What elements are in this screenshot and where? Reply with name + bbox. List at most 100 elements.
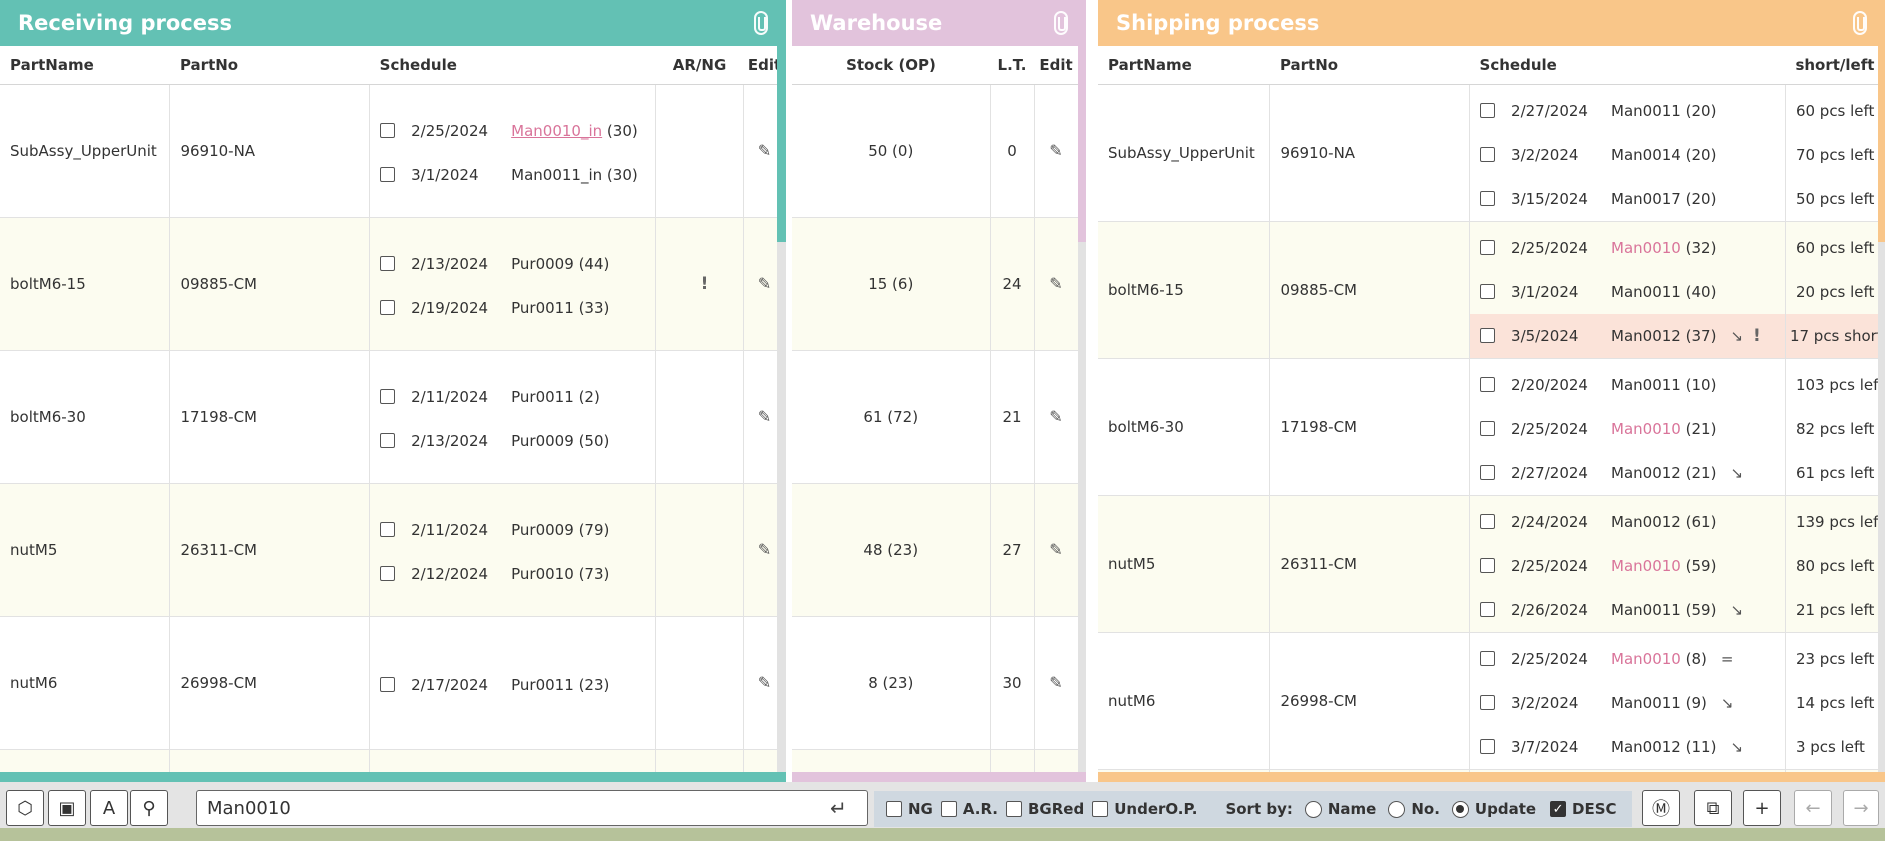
order-link[interactable]: Pur0009 (44) (511, 255, 609, 273)
schedule-checkbox[interactable] (380, 300, 396, 315)
letter-a-button[interactable]: A (90, 790, 128, 826)
order-link[interactable]: Man0014 (20) (1611, 146, 1716, 164)
order-link[interactable]: Man0010 (59) (1611, 557, 1716, 575)
search-button[interactable]: ⚲ (130, 790, 168, 826)
column-header-partno[interactable]: PartNo (1269, 46, 1470, 85)
schedule-checkbox[interactable] (1480, 377, 1496, 392)
sort-radio-name[interactable] (1304, 800, 1322, 818)
schedule-checkbox[interactable] (1480, 328, 1496, 343)
enter-icon[interactable]: ↵ (830, 796, 847, 820)
order-link[interactable]: Man0011 (59) (1611, 601, 1716, 619)
schedule-checkbox[interactable] (380, 389, 396, 404)
column-header-partname[interactable]: PartName (1098, 46, 1270, 85)
order-link[interactable]: Pur0009 (79) (511, 521, 609, 539)
edit-pencil-icon[interactable]: ✎ (1049, 407, 1063, 426)
filter-checkbox-underop[interactable] (1092, 801, 1109, 817)
receiving-scrollbar-thumb[interactable] (777, 46, 786, 242)
sort-radio-update[interactable] (1451, 800, 1469, 818)
column-header-ar-ng[interactable]: AR/NG (655, 46, 744, 85)
schedule-checkbox[interactable] (380, 566, 396, 581)
column-header-stock-op-[interactable]: Stock (OP) (792, 46, 990, 85)
order-link[interactable]: Man0011_in (30) (511, 166, 638, 184)
schedule-checkbox[interactable] (1480, 284, 1496, 299)
schedule-checkbox[interactable] (380, 123, 396, 138)
schedule-checkbox[interactable] (380, 433, 396, 448)
edit-pencil-icon[interactable]: ✎ (1049, 141, 1063, 160)
order-link[interactable]: Man0012 (11) (1611, 738, 1716, 756)
schedule-checkbox[interactable] (380, 256, 396, 271)
order-link[interactable]: Pur0011 (33) (511, 299, 609, 317)
schedule-checkbox[interactable] (1480, 602, 1496, 617)
shipping-scrollbar-track[interactable] (1878, 46, 1885, 782)
paperclip-icon[interactable] (754, 11, 768, 35)
schedule-checkbox[interactable] (1480, 421, 1496, 436)
column-header-partname[interactable]: PartName (0, 46, 170, 85)
box-button[interactable]: ⬡ (6, 790, 44, 826)
order-link[interactable]: Man0011 (20) (1611, 102, 1716, 120)
search-input[interactable] (196, 790, 868, 826)
column-header-schedule[interactable]: Schedule (1469, 46, 1786, 85)
schedule-line: 2/25/2024 Man0010 (59) (1480, 544, 1784, 588)
back-arrow-icon: ← (1805, 797, 1821, 819)
filter-checkbox-ng[interactable] (886, 801, 902, 817)
schedule-checkbox[interactable] (380, 167, 396, 182)
order-link[interactable]: Man0010 (8) (1611, 650, 1707, 668)
order-link[interactable]: Man0012 (21) (1611, 464, 1716, 482)
schedule-checkbox[interactable] (1480, 240, 1496, 255)
forward-arrow-button[interactable]: → (1843, 790, 1879, 826)
edit-pencil-icon[interactable]: ✎ (1049, 274, 1063, 293)
order-link[interactable]: Pur0011 (2) (511, 388, 600, 406)
back-arrow-button[interactable]: ← (1794, 790, 1832, 826)
order-link[interactable]: Man0010 (32) (1611, 239, 1716, 257)
add-button[interactable]: + (1743, 790, 1781, 826)
warehouse-scrollbar-track[interactable] (1078, 46, 1086, 782)
inbox-button[interactable]: ▣ (48, 790, 86, 826)
paperclip-icon[interactable] (1054, 11, 1068, 35)
schedule-checkbox[interactable] (1480, 558, 1496, 573)
order-link[interactable]: Man0010 (21) (1611, 420, 1716, 438)
schedule-checkbox[interactable] (1480, 191, 1496, 206)
edit-pencil-icon[interactable]: ✎ (1049, 540, 1063, 559)
desc-checkbox[interactable]: ✓ (1550, 801, 1567, 817)
order-link[interactable]: Man0010_in (30) (511, 122, 638, 140)
warehouse-scrollbar-thumb[interactable] (1078, 46, 1086, 242)
sort-radio-no[interactable] (1388, 800, 1406, 818)
schedule-checkbox[interactable] (1480, 514, 1496, 529)
receiving-scrollbar-track[interactable] (777, 46, 786, 782)
column-header-partno[interactable]: PartNo (169, 46, 370, 85)
schedule-checkbox[interactable] (380, 677, 396, 692)
order-link[interactable]: Man0011 (10) (1611, 376, 1716, 394)
order-link[interactable]: Man0011 (9) (1611, 694, 1707, 712)
m-box-button[interactable]: Ⓜ (1642, 790, 1680, 826)
schedule-checkbox[interactable] (1480, 147, 1496, 162)
order-link[interactable]: Man0011 (40) (1611, 283, 1716, 301)
edit-pencil-icon[interactable]: ✎ (757, 141, 772, 160)
schedule-checkbox[interactable] (1480, 465, 1496, 480)
column-header-l-t-[interactable]: L.T. (990, 46, 1034, 85)
edit-pencil-icon[interactable]: ✎ (757, 673, 772, 692)
filter-checkbox-bgred[interactable] (1006, 801, 1022, 817)
order-link[interactable]: Man0012 (37) (1611, 327, 1716, 345)
filter-checkbox-ar[interactable] (940, 801, 957, 817)
schedule-checkbox[interactable] (1480, 103, 1496, 118)
order-link[interactable]: Pur0010 (73) (511, 565, 609, 583)
order-link[interactable]: Man0012 (61) (1611, 513, 1716, 531)
schedule-checkbox[interactable] (1480, 695, 1496, 710)
schedule-cell: 2/11/2024 Pur0011 (2) 2/13/2024 Pur0009 (50… (369, 350, 657, 484)
order-link[interactable]: Pur0009 (50) (511, 432, 609, 450)
edit-pencil-icon[interactable]: ✎ (757, 274, 772, 293)
column-header-schedule[interactable]: Schedule (369, 46, 656, 85)
edit-pencil-icon[interactable]: ✎ (757, 540, 772, 559)
schedule-checkbox[interactable] (1480, 651, 1496, 666)
paperclip-icon[interactable] (1853, 11, 1867, 35)
frame-button[interactable]: ⧉ (1694, 790, 1732, 826)
edit-pencil-icon[interactable]: ✎ (1049, 673, 1063, 692)
column-header-edit[interactable]: Edit (1034, 46, 1078, 85)
order-link[interactable]: Man0017 (20) (1611, 190, 1716, 208)
order-link[interactable]: Pur0011 (23) (511, 676, 609, 694)
schedule-checkbox[interactable] (1480, 739, 1496, 754)
column-header-short-left[interactable]: short/left (1785, 46, 1885, 85)
edit-pencil-icon[interactable]: ✎ (757, 407, 772, 426)
schedule-checkbox[interactable] (380, 522, 396, 537)
shipping-scrollbar-thumb[interactable] (1878, 46, 1885, 242)
